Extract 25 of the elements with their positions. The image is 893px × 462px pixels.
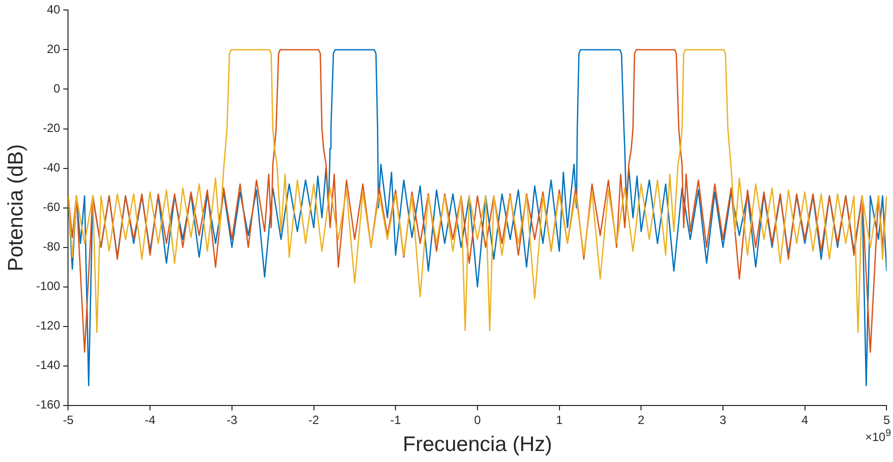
- y-tick-label: -160: [36, 398, 61, 412]
- x-tick-label: -2: [308, 412, 320, 427]
- y-tick-label: 20: [46, 42, 61, 56]
- y-tick-label: 0: [54, 82, 61, 96]
- text: ×10$^{9}$: [865, 428, 891, 444]
- x-tick-label: -4: [144, 412, 156, 427]
- x-tick-label: 4: [801, 412, 808, 427]
- x-tick-label: -3: [226, 412, 238, 427]
- y-tick-label: -60: [42, 200, 61, 214]
- x-axis-title: Frecuencia (Hz): [402, 433, 552, 456]
- x-tick-label: 1: [556, 412, 563, 427]
- y-tick-label: -40: [42, 160, 61, 175]
- x-tick-label: -5: [62, 412, 74, 427]
- y-tick-label: -80: [42, 240, 61, 254]
- x-tick-label: 0: [474, 412, 482, 427]
- x-tick-label: 2: [638, 412, 645, 427]
- y-tick-label: -120: [36, 318, 61, 333]
- y-tick-label: -20: [42, 121, 61, 136]
- y-tick-label: 40: [46, 2, 61, 17]
- x-tick-label: -1: [390, 412, 402, 427]
- y-axis-title: Potencia (dB): [4, 144, 28, 272]
- x-tick-label: 3: [720, 412, 727, 427]
- y-tick-label: -100: [36, 279, 61, 294]
- y-tick-label: -140: [36, 358, 61, 372]
- x-tick-label: 5: [883, 412, 890, 427]
